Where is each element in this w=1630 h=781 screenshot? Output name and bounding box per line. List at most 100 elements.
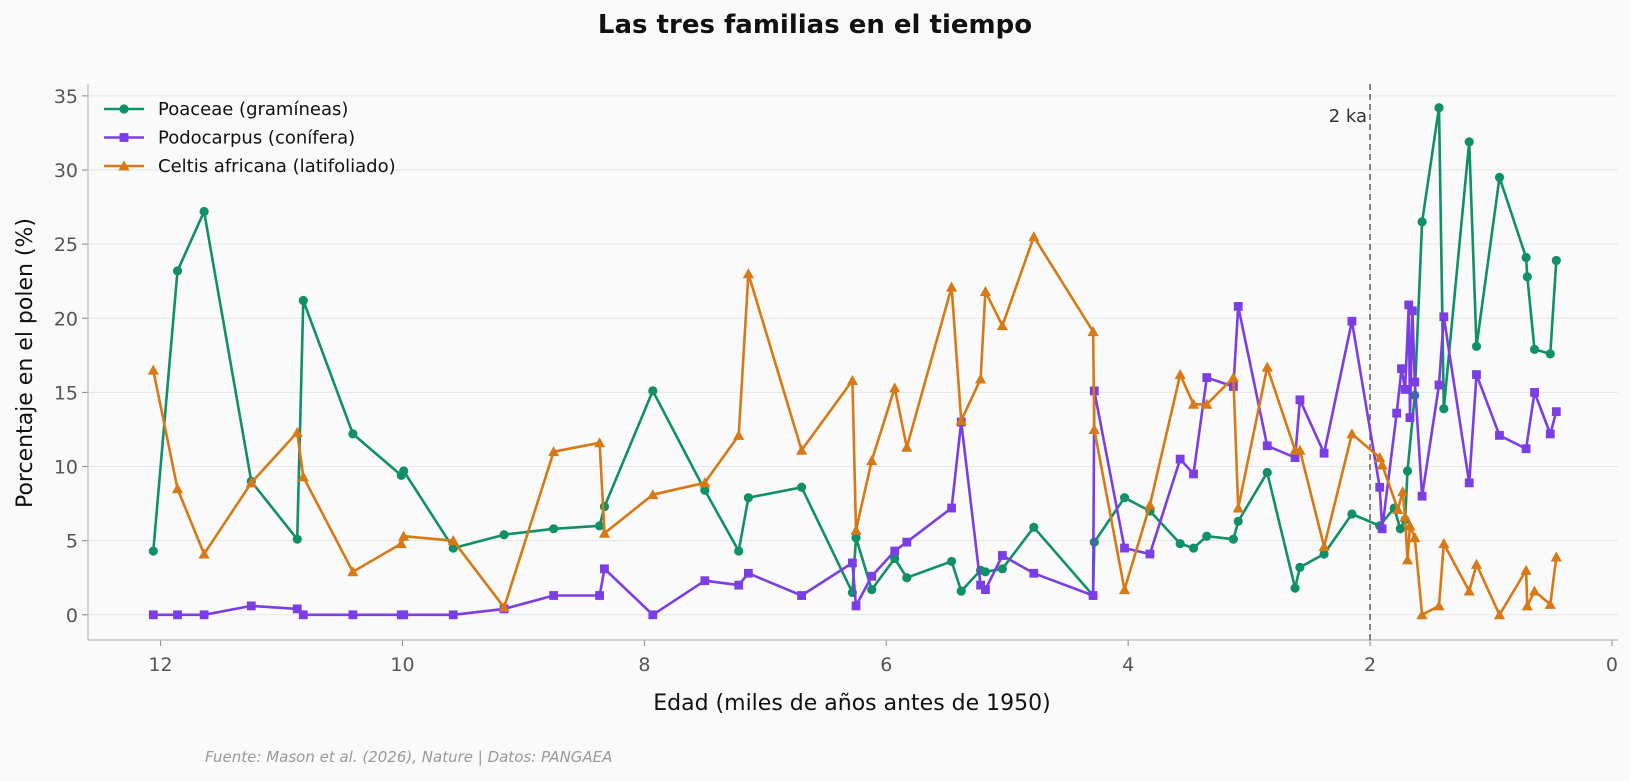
data-point: [1290, 453, 1300, 463]
x-tick-label: 4: [1122, 654, 1134, 676]
data-point: [851, 601, 861, 611]
y-tick-label: 25: [54, 234, 78, 256]
data-point: [1521, 444, 1531, 454]
data-point: [733, 429, 745, 440]
data-point: [1233, 516, 1243, 526]
data-point: [1416, 609, 1428, 620]
data-point: [1202, 373, 1212, 382]
data-point: [945, 281, 958, 292]
data-point: [399, 466, 409, 476]
data-point: [796, 482, 807, 492]
data-point: [1470, 558, 1483, 569]
data-point: [1347, 316, 1357, 326]
data-point: [1397, 364, 1406, 374]
data-point: [1401, 554, 1414, 565]
data-point: [1201, 398, 1213, 409]
data-point: [347, 566, 359, 577]
data-point: [147, 364, 159, 375]
data-point: [1294, 444, 1306, 455]
data-point: [1392, 408, 1402, 418]
data-point: [980, 567, 991, 577]
data-point: [866, 454, 878, 466]
data-point: [298, 610, 308, 620]
data-point: [1118, 583, 1131, 595]
data-point: [1463, 585, 1475, 596]
data-point: [1493, 609, 1506, 620]
series-3: [147, 231, 1562, 620]
data-point: [594, 437, 606, 448]
y-tick-label: 35: [54, 86, 78, 108]
data-point: [795, 444, 808, 455]
data-point: [955, 414, 967, 426]
data-point: [1434, 380, 1444, 390]
data-point: [847, 558, 857, 568]
data-point: [976, 580, 986, 590]
data-point: [890, 546, 900, 556]
data-point: [348, 610, 358, 620]
data-point: [699, 477, 711, 488]
data-point: [148, 546, 158, 556]
data-point: [1029, 568, 1039, 578]
data-point: [1494, 172, 1505, 183]
legend-label: Celtis africana (latifoliado): [158, 156, 396, 177]
x-tick-label: 2: [1364, 654, 1376, 676]
data-point: [1233, 302, 1243, 311]
data-point: [1522, 272, 1532, 282]
data-point: [1319, 549, 1329, 559]
data-point: [850, 524, 862, 535]
data-point: [148, 610, 158, 620]
data-point: [947, 503, 956, 513]
source-note: Fuente: Mason et al. (2026), Nature | Da…: [205, 748, 613, 766]
data-point: [1439, 312, 1449, 322]
data-point: [1227, 371, 1239, 383]
data-point: [700, 485, 710, 495]
data-point: [902, 573, 912, 583]
data-point: [298, 295, 308, 306]
x-tick-label: 8: [638, 654, 650, 676]
data-point: [399, 610, 409, 620]
data-point: [600, 564, 609, 574]
data-point: [499, 530, 509, 540]
legend-label: Poaceae (gramíneas): [158, 99, 348, 120]
data-point: [1202, 531, 1212, 541]
data-point: [889, 382, 901, 393]
data-point: [1232, 502, 1244, 513]
data-point: [734, 580, 744, 590]
data-point: [1520, 564, 1532, 575]
data-point: [846, 374, 858, 386]
data-point: [549, 524, 559, 534]
data-point: [291, 426, 303, 437]
data-point: [1376, 459, 1388, 470]
data-point: [1261, 361, 1273, 372]
data-point: [1402, 466, 1413, 476]
x-tick-label: 10: [390, 654, 414, 676]
data-point: [1120, 543, 1129, 553]
data-point: [742, 268, 754, 279]
data-point: [890, 553, 900, 564]
data-point: [1404, 520, 1416, 531]
data-point: [1529, 344, 1540, 354]
data-point: [1464, 137, 1474, 147]
data-point: [648, 610, 658, 620]
data-point: [1228, 534, 1238, 544]
legend-marker: [119, 133, 129, 142]
data-point: [1174, 369, 1186, 380]
data-point: [1521, 600, 1533, 611]
data-point: [448, 610, 458, 620]
data-point: [1472, 370, 1481, 380]
data-point: [1374, 452, 1386, 463]
legend-label: Podocarpus (conífera): [158, 128, 355, 149]
data-point: [1262, 467, 1272, 478]
data-point: [1347, 509, 1357, 519]
data-point: [1550, 551, 1562, 562]
data-point: [1375, 482, 1385, 492]
data-point: [1088, 591, 1098, 600]
data-point: [245, 477, 257, 488]
data-point: [956, 586, 966, 596]
data-point: [1187, 398, 1200, 409]
annotation: 2 ka: [1329, 84, 1371, 640]
data-point: [198, 548, 210, 559]
data-point: [1144, 499, 1156, 510]
data-point: [1551, 255, 1561, 266]
data-point: [549, 591, 559, 600]
